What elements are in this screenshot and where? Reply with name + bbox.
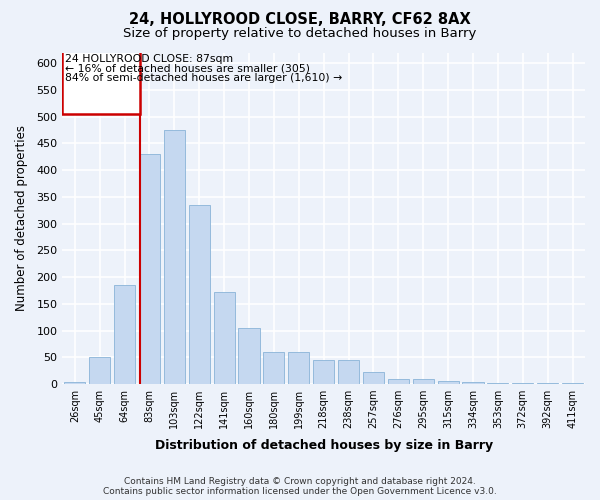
Bar [139,154,160,384]
Text: ← 16% of detached houses are smaller (305): ← 16% of detached houses are smaller (30… [65,64,310,74]
Bar [164,130,185,384]
Bar [487,383,508,384]
Text: 84% of semi-detached houses are larger (1,610) →: 84% of semi-detached houses are larger (… [65,73,343,83]
Bar [537,383,558,384]
Bar [89,358,110,384]
Text: Size of property relative to detached houses in Barry: Size of property relative to detached ho… [124,28,476,40]
Bar [188,205,210,384]
Bar [388,378,409,384]
Bar [114,285,135,384]
Bar [263,352,284,384]
Bar [62,50,140,114]
Bar [413,378,434,384]
Bar [437,382,458,384]
Text: Contains HM Land Registry data © Crown copyright and database right 2024.
Contai: Contains HM Land Registry data © Crown c… [103,476,497,496]
Bar [463,382,484,384]
Bar [238,328,260,384]
X-axis label: Distribution of detached houses by size in Barry: Distribution of detached houses by size … [155,440,493,452]
Bar [313,360,334,384]
Bar [562,383,583,384]
Text: 24 HOLLYROOD CLOSE: 87sqm: 24 HOLLYROOD CLOSE: 87sqm [65,54,233,64]
Bar [512,383,533,384]
Y-axis label: Number of detached properties: Number of detached properties [15,126,28,312]
Bar [214,292,235,384]
Bar [363,372,384,384]
Text: 24, HOLLYROOD CLOSE, BARRY, CF62 8AX: 24, HOLLYROOD CLOSE, BARRY, CF62 8AX [129,12,471,28]
Bar [338,360,359,384]
Bar [64,382,85,384]
Bar [288,352,310,384]
